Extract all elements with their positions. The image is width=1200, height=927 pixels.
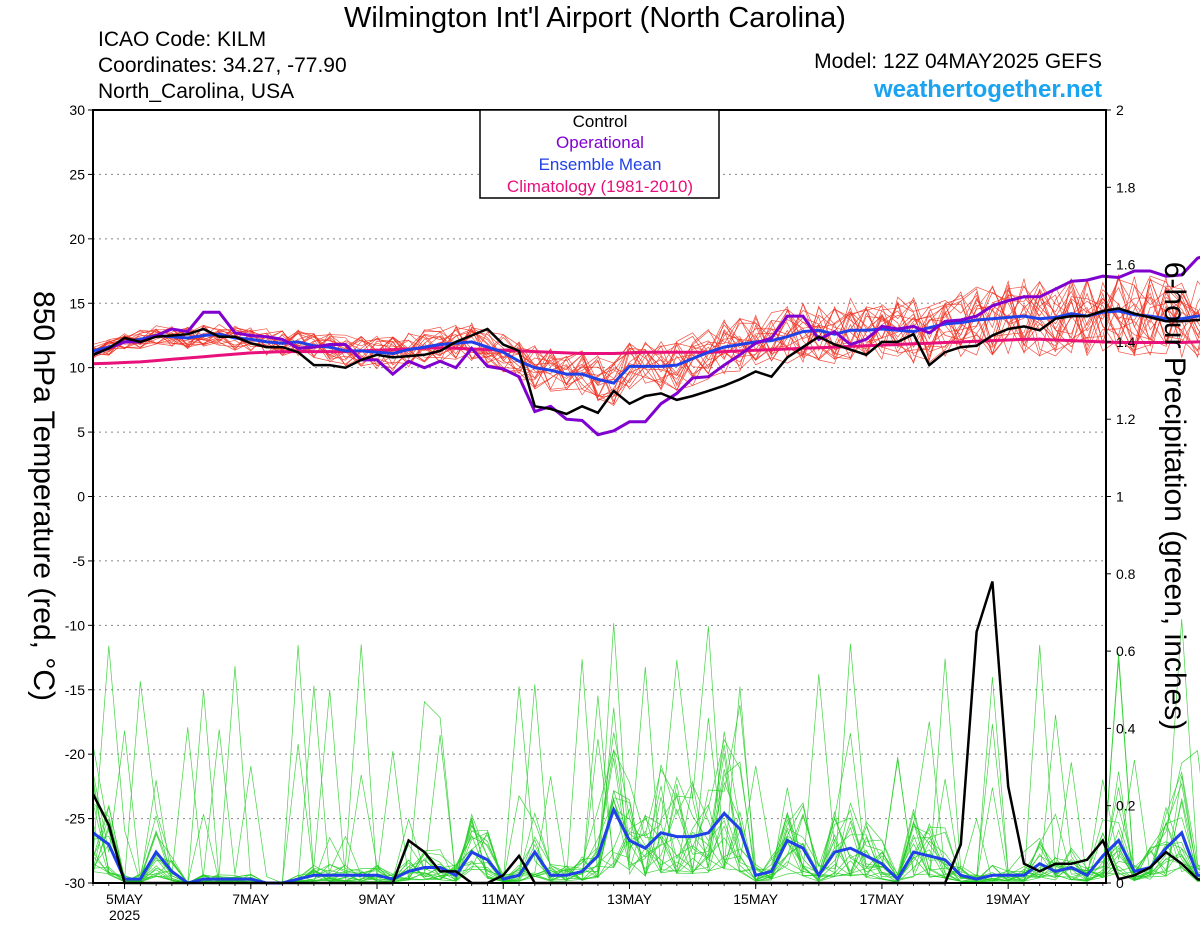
series-lines: [91, 255, 1200, 885]
left-tick-label: -10: [65, 617, 85, 633]
right-tick-label: 0.6: [1116, 643, 1136, 659]
legend-control: Control: [573, 112, 628, 131]
x-tick-label: 9MAY: [358, 891, 396, 907]
chart-title: Wilmington Int'l Airport (North Carolina…: [344, 2, 846, 34]
left-tick-label: 0: [77, 489, 85, 505]
right-tick-label: 1.4: [1116, 334, 1136, 350]
icao-code: ICAO Code: KILM: [98, 28, 267, 51]
temperature-member-line: [92, 276, 1200, 390]
x-tick-label: 19MAY: [986, 891, 1032, 907]
climatology-line: [92, 337, 1200, 366]
left-tick-label: 5: [77, 424, 85, 440]
left-tick-label: 20: [69, 231, 85, 247]
operational-line: [92, 255, 1200, 437]
x-tick-label: 11MAY: [481, 891, 525, 907]
temperature-member-line: [92, 275, 1200, 402]
temperature-member-line: [92, 277, 1200, 392]
left-tick-label: 25: [69, 166, 85, 182]
coordinates: Coordinates: 34.27, -77.90: [98, 54, 347, 77]
temperature-member-line: [92, 292, 1200, 396]
left-tick-label: 30: [69, 102, 85, 118]
region: North_Carolina, USA: [98, 80, 295, 103]
site-link[interactable]: weathertogether.net: [873, 76, 1102, 103]
right-tick-label: 1: [1116, 489, 1124, 505]
ensemble-members: [92, 274, 1200, 884]
legend: Control Operational Ensemble Mean Climat…: [479, 109, 720, 199]
temp-control-line: [92, 307, 1200, 416]
right-tick-label: 1.2: [1116, 411, 1136, 427]
x-tick-label: 13MAY: [607, 891, 653, 907]
precip-ensemble-mean-line: [92, 805, 1200, 885]
right-tick-label: 0: [1116, 875, 1124, 891]
precipitation-member-line: [92, 721, 1200, 884]
right-tick-label: 0.4: [1116, 720, 1136, 736]
temperature-member-line: [92, 275, 1200, 403]
left-tick-label: -5: [73, 553, 86, 569]
legend-ensemble-mean: Ensemble Mean: [539, 155, 662, 174]
y-axis-label-right: 6-hour Precipitation (green, inches): [1158, 262, 1191, 731]
grid-lines: [93, 173, 1106, 820]
y-axis-label-left: 850 hPa Temperature (red, °C): [27, 291, 60, 701]
x-tick-sublabel: 2025: [109, 907, 140, 923]
left-tick-label: -25: [65, 811, 85, 827]
right-tick-label: 1.8: [1116, 179, 1136, 195]
left-tick-label: 15: [69, 295, 85, 311]
x-tick-label: 7MAY: [232, 891, 270, 907]
right-tick-label: 1.6: [1116, 257, 1136, 273]
temperature-member-line: [92, 287, 1200, 391]
precipitation-member-line: [92, 666, 1200, 884]
left-tick-label: -20: [65, 746, 85, 762]
x-tick-label: 15MAY: [733, 891, 779, 907]
precipitation-member-line: [92, 623, 1200, 884]
model-run: Model: 12Z 04MAY2025 GEFS: [814, 50, 1102, 73]
right-tick-label: 0.2: [1116, 798, 1136, 814]
legend-operational: Operational: [556, 133, 644, 152]
x-tick-label: 17MAY: [860, 891, 906, 907]
x-tick-label: 5MAY: [106, 891, 144, 907]
right-tick-label: 0.8: [1116, 566, 1136, 582]
left-tick-label: -15: [65, 682, 85, 698]
legend-climatology: Climatology (1981-2010): [507, 177, 693, 196]
left-tick-label: 10: [69, 360, 85, 376]
right-tick-label: 2: [1116, 102, 1124, 118]
axis-ticks: 302520151050-5-10-15-20-25-3021.81.61.41…: [65, 102, 1136, 923]
legend-box: [479, 109, 720, 199]
left-tick-label: -30: [65, 875, 85, 891]
